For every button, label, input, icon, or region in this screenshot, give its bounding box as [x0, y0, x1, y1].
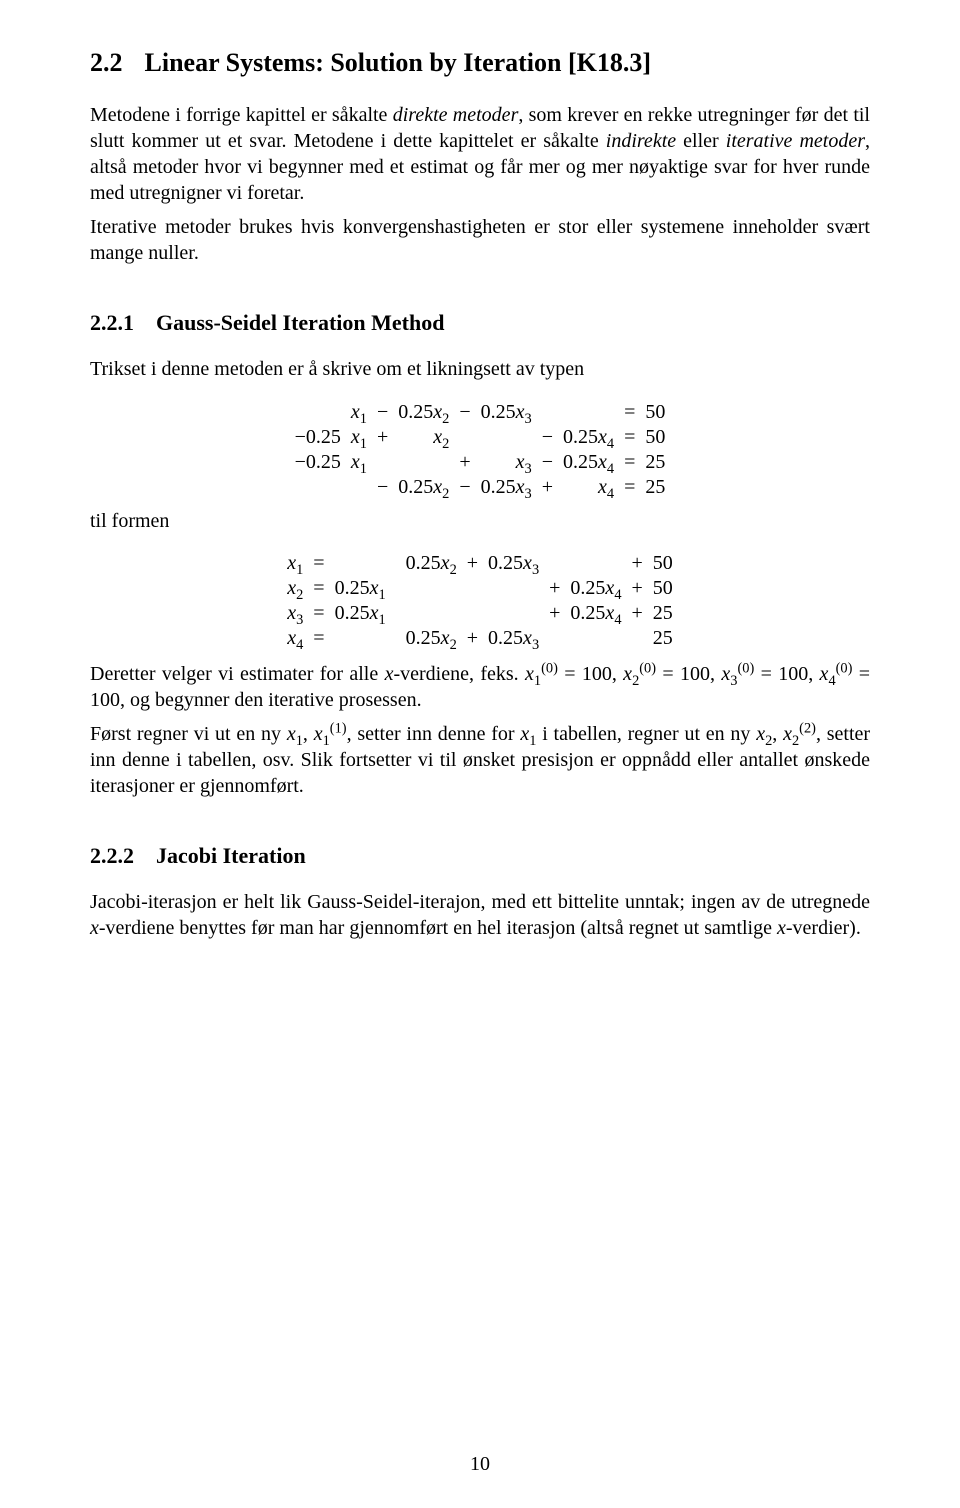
eq1-row2: −0.25 x1 + x2 − 0.25x4 = 50 — [290, 425, 671, 450]
subsection-heading-jacobi: 2.2.2 Jacobi Iteration — [90, 843, 870, 869]
equation-system-rewritten: x1 = 0.25x2 + 0.25x3 + 50 x2 = 0.25x1 — [90, 551, 870, 651]
eq2-row2: x2 = 0.25x1 + 0.25x4 + 50 — [282, 576, 678, 601]
subsection-title-2: Jacobi Iteration — [156, 843, 306, 868]
italic-indirekte: indirekte — [606, 130, 676, 152]
inline-x1-b: x1 — [520, 723, 536, 745]
inline-x-jac2: x — [777, 917, 786, 939]
italic-direkte: direkte metoder — [393, 104, 519, 126]
inline-x-jac1: x — [90, 917, 99, 939]
eq2-row4: x4 = 0.25x2 + 0.25x3 25 — [282, 626, 678, 651]
inline-x3-0: x3(0) — [721, 663, 760, 685]
subsection-heading-gauss-seidel: 2.2.1 Gauss-Seidel Iteration Method — [90, 310, 870, 336]
section-number: 2.2 — [90, 48, 123, 77]
til-formen-label: til formen — [90, 510, 870, 533]
eq1-row3: −0.25 x1 + x3 − 0.25x4 = 25 — [290, 450, 671, 475]
italic-iterative: iterative metoder — [726, 130, 865, 152]
inline-x1-1: x1(1) — [314, 723, 347, 745]
eq2-row3: x3 = 0.25x1 + 0.25x4 + 25 — [282, 601, 678, 626]
paragraph-trikset: Trikset i denne metoden er å skrive om e… — [90, 356, 870, 382]
inline-x4-0: x4(0) — [820, 663, 859, 685]
paragraph-forst-regner: Først regner vi ut en ny x1, x1(1), sett… — [90, 721, 870, 799]
subsection-number-2: 2.2.2 — [90, 843, 134, 868]
section-heading: 2.2 Linear Systems: Solution by Iteration… — [90, 48, 870, 78]
paragraph-intro-1: Metodene i forrige kapittel er såkalte d… — [90, 102, 870, 206]
subsection-number: 2.2.1 — [90, 310, 134, 335]
document-page: 2.2 Linear Systems: Solution by Iteration… — [0, 0, 960, 1508]
section-title: Linear Systems: Solution by Iteration [K… — [145, 48, 652, 77]
inline-x2: x2 — [756, 723, 772, 745]
eq2-row1: x1 = 0.25x2 + 0.25x3 + 50 — [282, 551, 678, 576]
equation-system-original: x1 − 0.25x2 − 0.25x3 = 50 −0.25 x1 + x2 … — [90, 400, 870, 500]
paragraph-intro-2: Iterative metoder brukes hvis konvergens… — [90, 214, 870, 266]
equation-table-2: x1 = 0.25x2 + 0.25x3 + 50 x2 = 0.25x1 — [282, 551, 678, 651]
inline-x2-0: x2(0) — [623, 663, 662, 685]
inline-x2-2: x2(2) — [783, 723, 816, 745]
paragraph-jacobi: Jacobi-iterasjon er helt lik Gauss-Seide… — [90, 889, 870, 941]
eq1-row4: − 0.25x2 − 0.25x3 + x4 = 25 — [290, 475, 671, 500]
paragraph-estimater: Deretter velger vi estimater for alle x-… — [90, 661, 870, 713]
inline-x1-0: x1(0) — [525, 663, 564, 685]
page-number: 10 — [0, 1453, 960, 1476]
inline-x1: x1 — [287, 723, 303, 745]
equation-table-1: x1 − 0.25x2 − 0.25x3 = 50 −0.25 x1 + x2 … — [290, 400, 671, 500]
eq1-row1: x1 − 0.25x2 − 0.25x3 = 50 — [290, 400, 671, 425]
subsection-title: Gauss-Seidel Iteration Method — [156, 310, 444, 335]
